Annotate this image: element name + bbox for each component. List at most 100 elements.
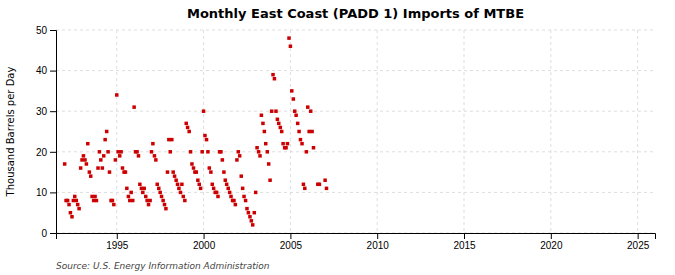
- y-grid-line: [56, 192, 655, 193]
- point: [254, 191, 258, 195]
- point: [170, 138, 174, 142]
- point: [235, 158, 239, 162]
- point: [199, 187, 203, 191]
- point: [184, 122, 188, 126]
- x-axis: 1995200020052010201520202025: [57, 233, 656, 251]
- point: [96, 166, 100, 170]
- point: [323, 178, 327, 182]
- point: [244, 199, 248, 203]
- point: [137, 154, 141, 158]
- point: [208, 166, 212, 170]
- point: [83, 158, 87, 162]
- point: [238, 154, 242, 158]
- y-tick-mark: [50, 152, 56, 153]
- point: [186, 126, 190, 130]
- y-tick: 40: [36, 65, 56, 76]
- point: [144, 195, 148, 199]
- point: [93, 195, 97, 199]
- point: [190, 162, 194, 166]
- point: [153, 154, 157, 158]
- point: [77, 207, 81, 211]
- point: [164, 207, 168, 211]
- x-grid-line: [637, 30, 638, 233]
- y-tick: 50: [36, 25, 56, 36]
- point: [290, 89, 294, 93]
- point: [103, 138, 107, 142]
- point: [154, 158, 158, 162]
- point: [237, 150, 241, 154]
- point: [180, 183, 184, 187]
- point: [118, 154, 122, 158]
- point: [268, 178, 272, 182]
- point: [226, 187, 230, 191]
- point: [108, 170, 112, 174]
- point: [247, 211, 251, 215]
- point: [73, 195, 77, 199]
- point: [300, 142, 304, 146]
- point: [257, 150, 261, 154]
- y-tick-label: 50: [36, 25, 48, 36]
- y-grid-line: [56, 111, 655, 112]
- x-tick-mark: [638, 233, 639, 239]
- point: [141, 191, 145, 195]
- title: Monthly East Coast (PADD 1) Imports of M…: [187, 6, 524, 21]
- y-tick-label: 20: [36, 147, 48, 158]
- y-tick: 30: [36, 106, 56, 117]
- y-tick-mark: [50, 30, 56, 31]
- point: [248, 215, 252, 219]
- point: [225, 183, 229, 187]
- point: [280, 130, 284, 134]
- point: [203, 134, 207, 138]
- x-tick: 1995: [106, 233, 129, 251]
- y-tick-mark: [50, 233, 56, 234]
- y-tick-label: 40: [36, 65, 48, 76]
- x-tick: 2005: [280, 233, 303, 251]
- x-tick: 2025: [627, 233, 650, 251]
- point: [88, 170, 92, 174]
- point: [105, 130, 109, 134]
- point: [222, 170, 226, 174]
- point: [242, 195, 246, 199]
- point: [224, 178, 228, 182]
- grid: [56, 30, 655, 233]
- point: [289, 44, 293, 48]
- point: [277, 122, 281, 126]
- point: [229, 195, 233, 199]
- point: [106, 150, 110, 154]
- point: [70, 215, 74, 219]
- point: [211, 183, 215, 187]
- point: [263, 130, 267, 134]
- x-tick-label: 2005: [280, 240, 303, 251]
- x-tick-label: 2015: [453, 240, 476, 251]
- point: [197, 183, 201, 187]
- point: [310, 130, 314, 134]
- point: [209, 170, 213, 174]
- point: [216, 195, 220, 199]
- point: [302, 183, 306, 187]
- point: [271, 73, 275, 77]
- point: [274, 109, 278, 113]
- point: [112, 203, 116, 207]
- point: [111, 199, 115, 203]
- point: [303, 187, 307, 191]
- point: [163, 203, 167, 207]
- point: [155, 183, 159, 187]
- x-grid-line: [290, 30, 291, 233]
- point: [253, 211, 257, 215]
- point: [206, 150, 210, 154]
- point: [173, 174, 177, 178]
- y-axis: 01020304050: [36, 25, 57, 239]
- point: [147, 203, 151, 207]
- point: [187, 130, 191, 134]
- point: [192, 166, 196, 170]
- y-tick-label: 30: [36, 106, 48, 117]
- point: [101, 166, 105, 170]
- point: [251, 223, 255, 227]
- source: Source: U.S. Energy Information Administ…: [56, 261, 270, 271]
- point: [309, 109, 313, 113]
- point: [135, 150, 139, 154]
- x-tick: 2000: [193, 233, 216, 251]
- y-grid-line: [56, 70, 655, 71]
- point: [306, 105, 310, 109]
- point: [151, 142, 155, 146]
